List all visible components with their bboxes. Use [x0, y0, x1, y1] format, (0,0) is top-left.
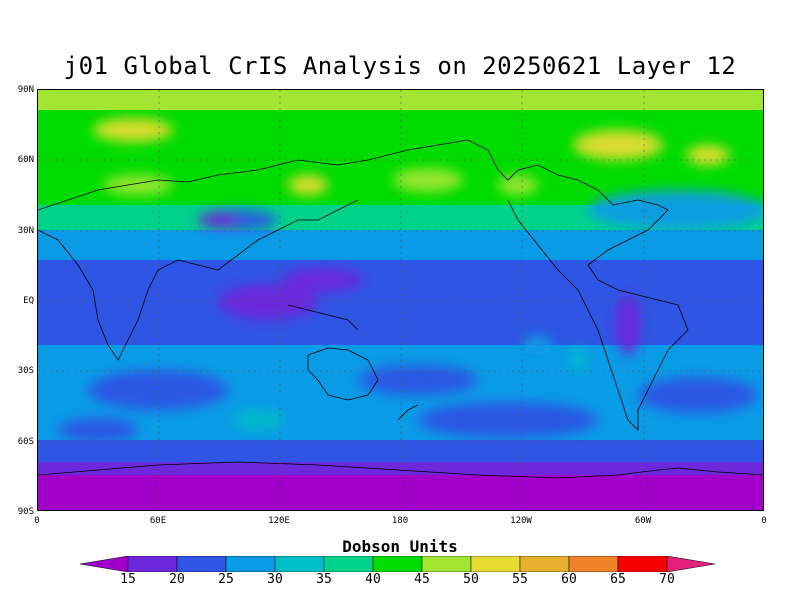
colorbar-segment-65-70: [617, 556, 668, 572]
colorbar-segment-45-50: [421, 556, 472, 572]
colorbar-segment-40-45: [372, 556, 423, 572]
colorbar-tick-label: 70: [659, 572, 675, 587]
lat-label-90s: 90S: [17, 507, 34, 517]
colorbar-tick-label: 40: [365, 572, 381, 587]
colorbar-segment-25-30: [225, 556, 276, 572]
lat-label-eq: EQ: [23, 296, 34, 306]
coastlines: [38, 139, 763, 479]
colorbar-tick-label: 45: [414, 572, 430, 587]
ozone-map: [37, 89, 764, 511]
colorbar-tick-label: 50: [463, 572, 479, 587]
lon-label-60w: 60W: [634, 516, 652, 526]
lon-label-60e: 60E: [149, 516, 167, 526]
lat-label-60s: 60S: [17, 437, 34, 447]
colorbar-tick-label: 65: [610, 572, 626, 587]
colorbar-tick-label: 35: [316, 572, 332, 587]
colorbar-segment-high: [666, 556, 716, 572]
colorbar-segment-low: [80, 556, 129, 572]
colorbar-title: Dobson Units: [342, 537, 458, 556]
colorbar-tick-label: 15: [120, 572, 136, 587]
lat-label-30n: 30N: [17, 226, 34, 236]
colorbar-segment-50-55: [470, 556, 521, 572]
lon-label-120w: 120W: [510, 516, 532, 526]
colorbar-tick-label: 30: [267, 572, 283, 587]
colorbar-tick-label: 25: [218, 572, 234, 587]
lon-label-0-right: 0: [761, 516, 767, 526]
colorbar-segment-60-65: [568, 556, 619, 572]
ozone-field: [38, 90, 763, 510]
map-title: j01 Global CrIS Analysis on 20250621 Lay…: [63, 52, 737, 80]
lon-label-180: 180: [391, 516, 409, 526]
lat-label-60n: 60N: [17, 155, 34, 165]
lat-label-90n: 90N: [17, 85, 34, 95]
colorbar-segment-35-40: [323, 556, 374, 572]
colorbar-tick-label: 20: [169, 572, 185, 587]
lat-label-30s: 30S: [17, 366, 34, 376]
colorbar-segment-15-20: [127, 556, 178, 572]
colorbar-segment-55-60: [519, 556, 570, 572]
colorbar-tick-label: 55: [512, 572, 528, 587]
colorbar: [80, 556, 716, 572]
lon-label-120e: 120E: [268, 516, 290, 526]
graticule: [38, 90, 763, 510]
lon-label-0-left: 0: [34, 516, 40, 526]
colorbar-segment-30-35: [274, 556, 325, 572]
colorbar-tick-label: 60: [561, 572, 577, 587]
colorbar-segment-20-25: [176, 556, 227, 572]
